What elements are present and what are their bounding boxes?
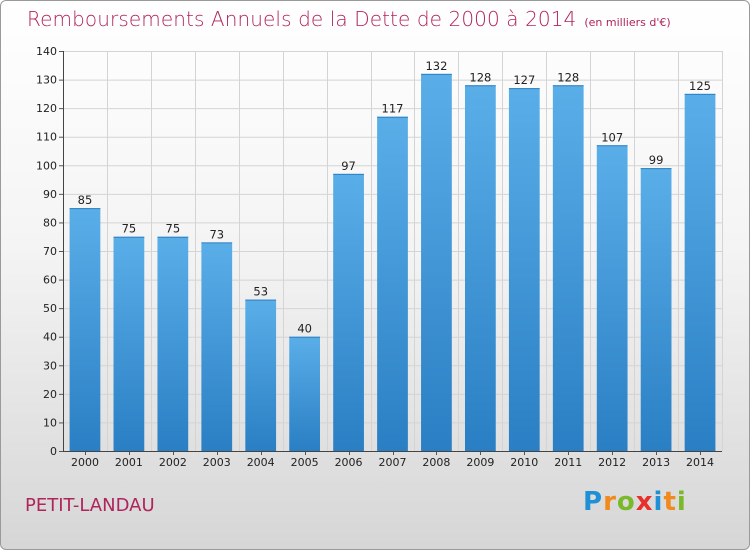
chart-title: Remboursements Annuels de la Dette de 20… xyxy=(27,7,577,31)
value-label-2005: 40 xyxy=(297,322,312,336)
x-tick-label-2011: 2011 xyxy=(554,456,582,469)
value-label-2012: 107 xyxy=(601,130,623,144)
bar-2012 xyxy=(596,145,628,452)
bars xyxy=(69,73,716,452)
bar-2000 xyxy=(69,208,101,451)
logo-letter: i xyxy=(676,487,687,517)
y-tick-label: 90 xyxy=(43,188,57,201)
bar-2007 xyxy=(377,116,408,451)
value-label-2014: 125 xyxy=(689,79,711,93)
y-tick-label: 20 xyxy=(43,388,57,401)
x-tick-label-2008: 2008 xyxy=(422,456,450,469)
x-tick-label-2010: 2010 xyxy=(510,456,538,469)
x-tick-label-2002: 2002 xyxy=(159,456,187,469)
axes xyxy=(59,51,722,455)
bar-2005 xyxy=(289,336,321,451)
logo-letter: P xyxy=(583,487,604,517)
y-tick-label: 10 xyxy=(43,416,57,429)
x-tick-label-2005: 2005 xyxy=(291,456,319,469)
y-tick-label: 70 xyxy=(43,245,57,258)
value-label-2003: 73 xyxy=(209,227,224,241)
y-tick-label: 120 xyxy=(36,102,57,115)
logo-letter: r xyxy=(603,487,617,517)
bar-2008 xyxy=(421,73,452,451)
value-label-2007: 117 xyxy=(382,102,404,116)
y-tick-label: 80 xyxy=(43,216,57,229)
value-label-2013: 99 xyxy=(649,153,664,167)
x-tick-label-2004: 2004 xyxy=(247,456,275,469)
y-tick-label: 40 xyxy=(43,331,57,344)
y-tick-label: 60 xyxy=(43,274,57,287)
logo-letter: o xyxy=(616,487,636,517)
y-tick-label: 130 xyxy=(36,74,57,87)
value-label-2010: 127 xyxy=(513,73,535,87)
logo-letter: i xyxy=(653,487,664,517)
bar-2014 xyxy=(684,93,716,451)
x-tick-label-2001: 2001 xyxy=(115,456,143,469)
bar-2013 xyxy=(640,168,672,451)
title-row: Remboursements Annuels de la Dette de 20… xyxy=(27,7,671,31)
x-tick-label-2014: 2014 xyxy=(686,456,714,469)
x-tick-label-2003: 2003 xyxy=(203,456,231,469)
y-tick-label: 140 xyxy=(36,45,57,58)
logo-letter: t xyxy=(663,487,677,517)
value-label-2006: 97 xyxy=(341,159,356,173)
proxiti-logo: Proxiti xyxy=(583,487,687,517)
bar-2002 xyxy=(157,236,189,451)
bar-2003 xyxy=(201,242,233,451)
x-tick-label-2013: 2013 xyxy=(642,456,670,469)
value-label-2011: 128 xyxy=(557,70,579,84)
bar-2009 xyxy=(464,85,496,452)
x-tick-label-2012: 2012 xyxy=(598,456,626,469)
chart-subtitle: (en milliers d'€) xyxy=(584,16,671,29)
y-tick-label: 110 xyxy=(36,131,57,144)
bar-2004 xyxy=(245,299,277,451)
y-tick-label: 50 xyxy=(43,302,57,315)
value-label-2000: 85 xyxy=(78,193,93,207)
x-tick-label-2006: 2006 xyxy=(335,456,363,469)
bar-2011 xyxy=(552,85,584,452)
y-tick-label: 30 xyxy=(43,359,57,372)
commune-name: PETIT-LANDAU xyxy=(25,495,155,516)
y-tick-label: 100 xyxy=(36,159,57,172)
bar-2006 xyxy=(333,173,364,451)
value-label-2001: 75 xyxy=(122,222,137,236)
x-tick-label-2009: 2009 xyxy=(466,456,494,469)
x-tick-label-2000: 2000 xyxy=(71,456,99,469)
value-label-2002: 75 xyxy=(166,222,181,236)
labels: 0 10 20 30 40 50 60 70 80 90 100 110 120 130 140 85 2000… xyxy=(36,45,714,469)
x-tick-label-2007: 2007 xyxy=(379,456,407,469)
logo-letter: x xyxy=(635,487,654,517)
value-label-2009: 128 xyxy=(469,70,491,84)
value-label-2004: 53 xyxy=(253,285,268,299)
value-label-2008: 132 xyxy=(425,59,447,73)
bar-2010 xyxy=(508,88,540,452)
bar-2001 xyxy=(113,236,145,451)
y-tick-label: 0 xyxy=(50,445,57,458)
